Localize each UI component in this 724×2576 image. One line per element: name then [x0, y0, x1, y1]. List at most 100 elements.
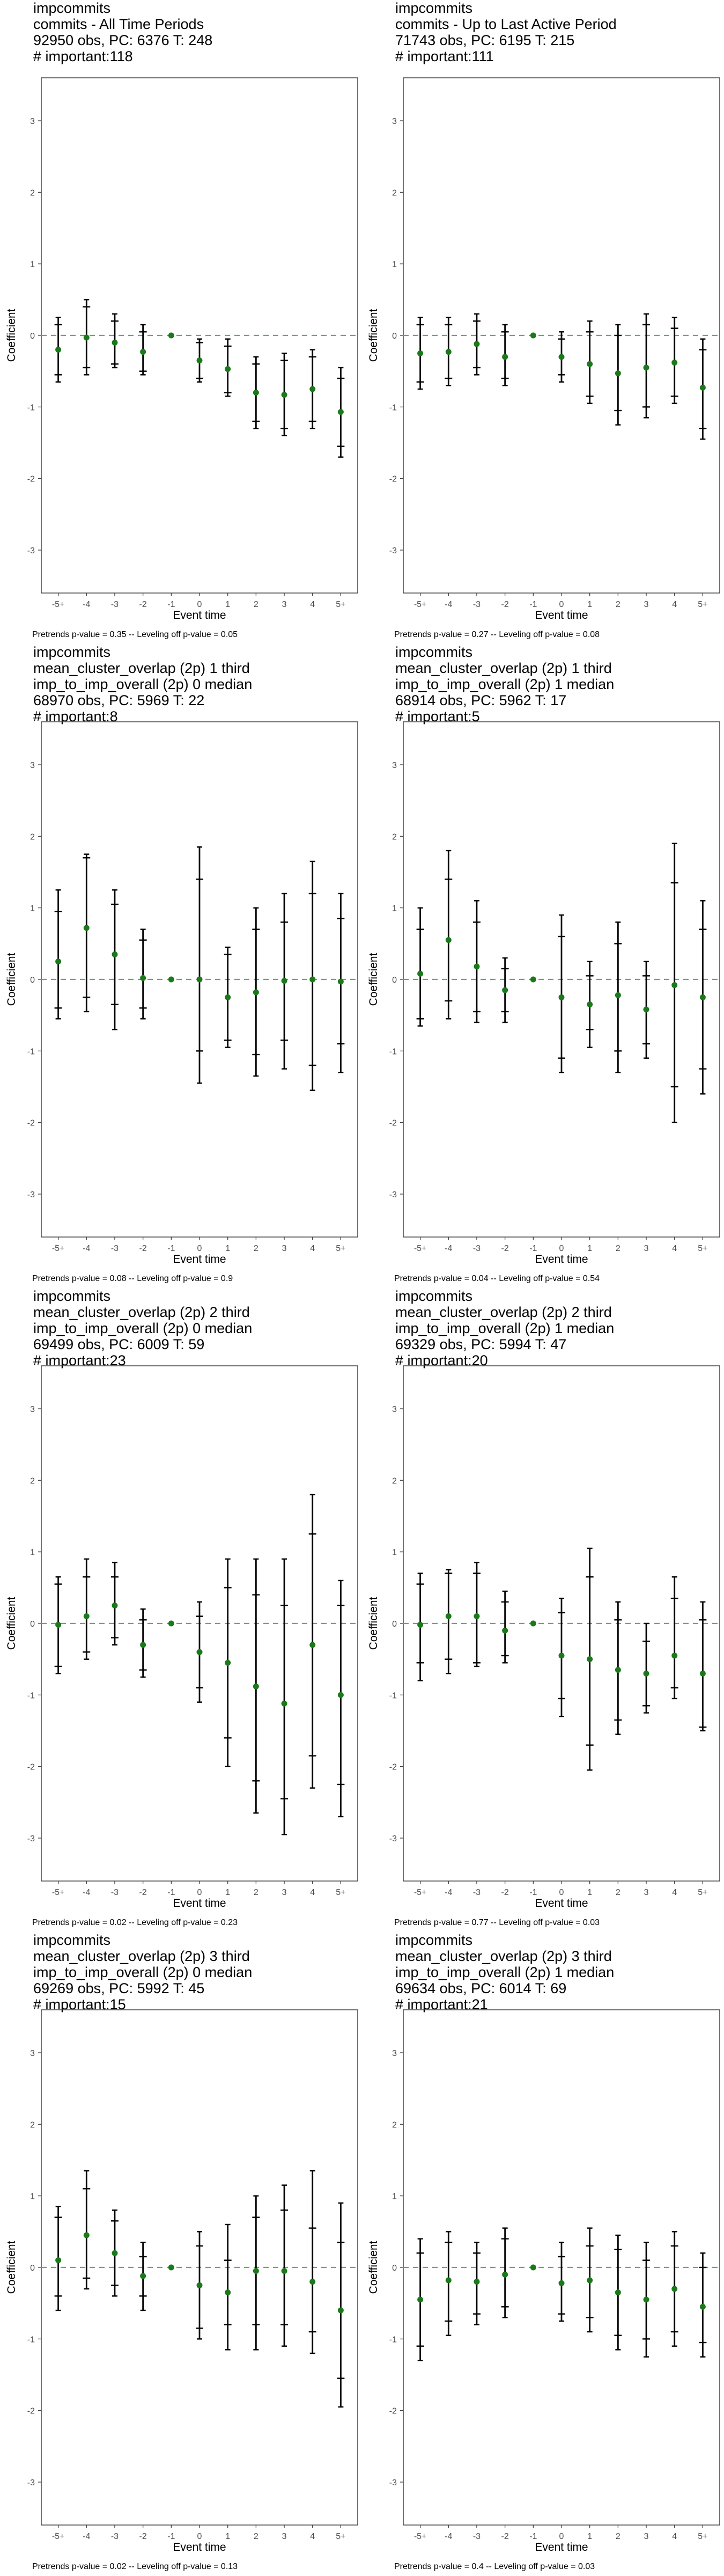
coefficient-point: [253, 2268, 259, 2274]
coefficient-point: [615, 1667, 621, 1673]
x-tick-label: 1: [225, 1888, 230, 1897]
y-tick-label: 2: [392, 2120, 397, 2129]
y-tick-label: 1: [30, 904, 35, 913]
coefficient-point: [502, 1627, 508, 1634]
x-tick-label: -5+: [52, 1888, 65, 1897]
chart-title-line: mean_cluster_overlap (2p) 1 third: [395, 660, 612, 676]
y-tick-label: -3: [27, 1190, 35, 1199]
x-tick-label: 0: [559, 1244, 564, 1253]
coefficient-point: [643, 1006, 649, 1013]
chart-footnote: Pretrends p-value = 0.02 -- Leveling off…: [32, 1918, 238, 1927]
y-tick-label: -3: [389, 546, 397, 555]
x-tick-label: -3: [473, 2532, 481, 2541]
y-tick-label: 0: [30, 1620, 35, 1629]
x-tick-label: 5+: [336, 1244, 345, 1253]
x-tick-label: -2: [501, 1244, 509, 1253]
x-tick-label: 3: [282, 2532, 287, 2541]
y-tick-label: 1: [30, 260, 35, 269]
y-tick-label: 1: [30, 1548, 35, 1557]
coefficient-point: [309, 2279, 316, 2285]
y-axis-label: Coefficient: [367, 953, 380, 1006]
y-tick-label: -3: [27, 1834, 35, 1843]
x-tick-label: 5+: [336, 1888, 345, 1897]
y-tick-label: -3: [389, 1834, 397, 1843]
coefficient-point: [112, 339, 118, 346]
x-tick-label: -5+: [52, 600, 65, 609]
coefficient-point: [558, 994, 565, 1000]
x-tick-label: 2: [616, 1244, 620, 1253]
coefficient-point: [281, 978, 287, 984]
coefficient-point: [671, 2286, 678, 2292]
y-tick-label: 2: [30, 2120, 35, 2129]
coefficient-point: [140, 349, 146, 355]
coefficient-point: [558, 1652, 565, 1659]
y-tick-label: -1: [389, 403, 397, 412]
coefficient-point: [558, 354, 565, 360]
chart-footnote: Pretrends p-value = 0.77 -- Leveling off…: [394, 1918, 600, 1927]
coefficient-point: [55, 1622, 62, 1628]
coefficient-point: [225, 2289, 231, 2296]
coefficient-point: [699, 2303, 706, 2310]
coefficient-point: [643, 364, 649, 371]
chart-title-line: imp_to_imp_overall (2p) 1 median: [395, 1964, 614, 1980]
x-tick-label: -3: [111, 1244, 119, 1253]
x-tick-label: -1: [167, 1888, 175, 1897]
x-tick-label: 4: [310, 2532, 315, 2541]
coefficient-point: [671, 982, 678, 989]
y-tick-label: 3: [392, 2049, 397, 2058]
y-tick-label: -1: [389, 1047, 397, 1056]
y-tick-label: -2: [389, 475, 397, 484]
y-tick-label: 0: [392, 332, 397, 341]
x-tick-label: -3: [473, 1888, 481, 1897]
coefficient-point: [502, 354, 508, 360]
y-tick-label: -1: [389, 1691, 397, 1700]
chart-title-line: 71743 obs, PC: 6195 T: 215: [395, 32, 574, 48]
chart-title-line: mean_cluster_overlap (2p) 2 third: [395, 1304, 612, 1320]
x-tick-label: -1: [529, 1888, 537, 1897]
coefficient-point: [83, 2232, 90, 2238]
y-tick-label: 0: [392, 976, 397, 985]
x-tick-label: 3: [644, 1244, 649, 1253]
y-tick-label: 0: [392, 1620, 397, 1629]
x-tick-label: 2: [254, 600, 258, 609]
y-tick-label: -1: [27, 1691, 35, 1700]
x-tick-label: 2: [254, 1244, 258, 1253]
x-tick-label: 5+: [698, 2532, 707, 2541]
y-axis-label: Coefficient: [367, 1597, 380, 1650]
x-tick-label: -1: [167, 2532, 175, 2541]
coefficient-point: [253, 390, 259, 396]
coefficient-point: [196, 2282, 203, 2288]
y-axis-label: Coefficient: [5, 953, 18, 1006]
x-axis-label: Event time: [173, 609, 226, 621]
y-tick-label: 2: [30, 832, 35, 841]
coefficient-point: [140, 1642, 146, 1648]
y-tick-label: 2: [392, 188, 397, 197]
coefficient-point: [140, 2273, 146, 2279]
chart-title-line: 69499 obs, PC: 6009 T: 59: [33, 1336, 204, 1352]
x-tick-label: -2: [139, 1888, 147, 1897]
coefficient-point: [502, 987, 508, 993]
chart-footnote: Pretrends p-value = 0.08 -- Leveling off…: [32, 1274, 233, 1283]
coefficient-point: [309, 976, 316, 983]
chart-title-line: impcommits: [33, 1288, 110, 1304]
x-tick-label: -5+: [52, 2532, 65, 2541]
chart-title-line: mean_cluster_overlap (2p) 3 third: [33, 1948, 250, 1964]
y-tick-label: 3: [30, 761, 35, 770]
coefficient-point: [112, 1602, 118, 1609]
x-tick-label: 1: [225, 2532, 230, 2541]
x-tick-label: -1: [167, 600, 175, 609]
chart-title-line: commits - All Time Periods: [33, 16, 204, 32]
x-tick-label: -2: [501, 2532, 509, 2541]
coefficient-point: [587, 2277, 593, 2284]
coefficient-point: [83, 334, 90, 341]
chart-title-line: impcommits: [395, 644, 472, 660]
x-axis-label: Event time: [173, 2541, 226, 2553]
y-tick-label: 1: [392, 260, 397, 269]
coefficient-point: [253, 1683, 259, 1689]
x-tick-label: 3: [282, 1888, 287, 1897]
x-tick-label: 0: [197, 600, 202, 609]
x-tick-label: -3: [111, 1888, 119, 1897]
x-tick-label: 1: [587, 2532, 592, 2541]
